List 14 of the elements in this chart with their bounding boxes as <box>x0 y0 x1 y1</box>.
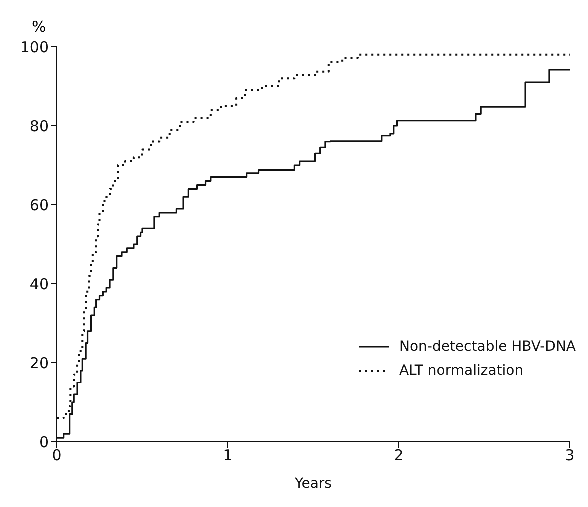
x-tick-label: 0 <box>52 446 62 465</box>
x-tick-label: 3 <box>565 446 575 465</box>
y-tick-label: 100 <box>20 38 49 56</box>
y-tick-label: 80 <box>30 117 49 136</box>
x-tick-label: 2 <box>394 446 404 465</box>
legend-label: Non-detectable HBV-DNA <box>399 338 576 357</box>
legend-label: ALT normalization <box>399 362 524 381</box>
x-axis-title: Years <box>294 476 332 492</box>
y-tick-label: 20 <box>30 354 49 372</box>
x-tick-label: 1 <box>223 446 233 465</box>
y-tick-label: 60 <box>30 196 49 214</box>
y-tick-label: 0 <box>39 433 49 452</box>
y-tick-label: 40 <box>30 275 49 294</box>
y-axis-title: % <box>32 18 46 36</box>
